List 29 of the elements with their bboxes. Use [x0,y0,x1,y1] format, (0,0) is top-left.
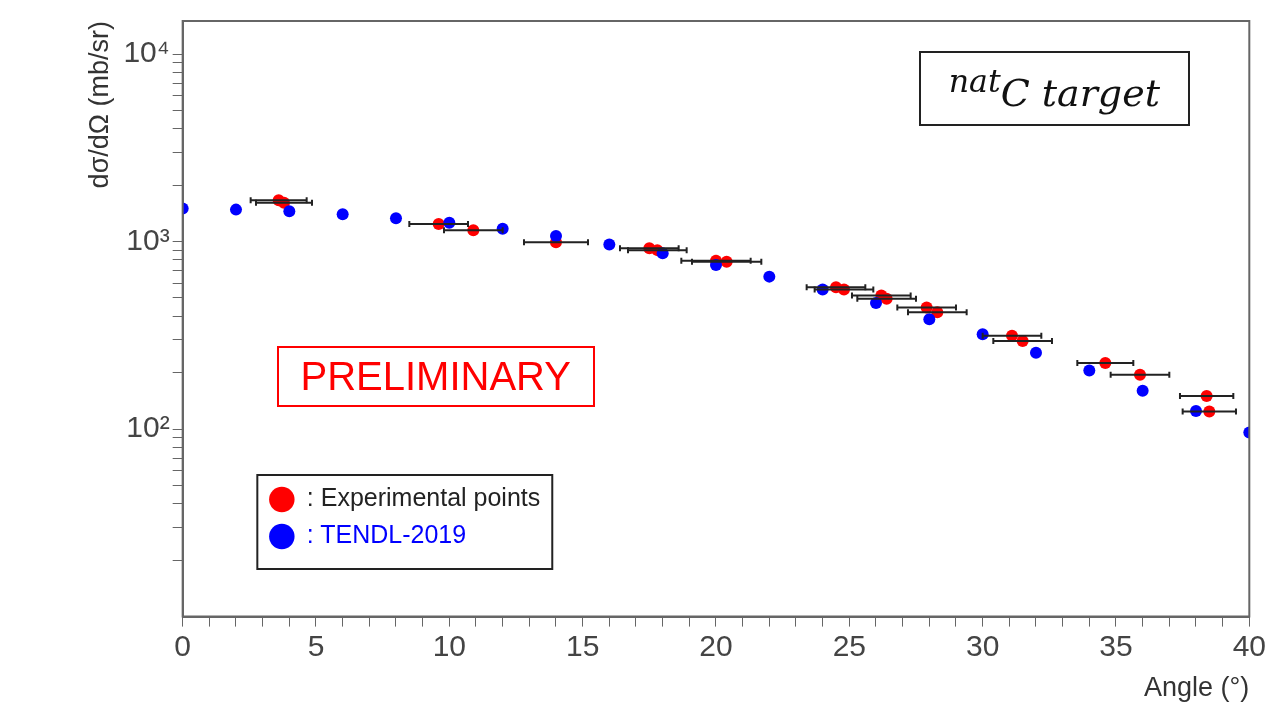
x-tick-label: 40 [1232,628,1266,662]
x-tick-label: 30 [965,628,1000,662]
x-tick-label: 35 [1099,628,1133,662]
point [229,203,242,216]
point [763,270,776,283]
x-axis-title: Angle (°) [1143,672,1250,703]
point [1083,364,1096,377]
point [1029,346,1042,359]
x-tick-label: 15 [565,628,600,662]
x-tick-label: 20 [699,628,733,662]
y-axis-title: dσ/dΩ (mb/sr) [83,21,114,189]
point [549,230,562,243]
point [389,212,402,225]
x-tick-label: 25 [832,628,867,662]
legend-label: : TENDL-2019 [306,520,467,549]
y-tick-label: 10² [126,410,170,444]
annotation: $^{nat}$C target [918,50,1190,127]
point [336,208,349,221]
x-tick-label: 0 [174,628,191,662]
point [1136,384,1149,397]
x-tick-label: 5 [307,628,325,662]
point [603,238,616,251]
y-tick-label: 10³ [126,222,170,256]
point [283,205,296,218]
legend-label: : Experimental points [306,483,541,512]
point [923,313,936,326]
annotation: PRELIMINARY [276,345,595,407]
y-tick-label: 10⁴ [123,35,170,69]
x-tick-label: 10 [432,628,467,662]
